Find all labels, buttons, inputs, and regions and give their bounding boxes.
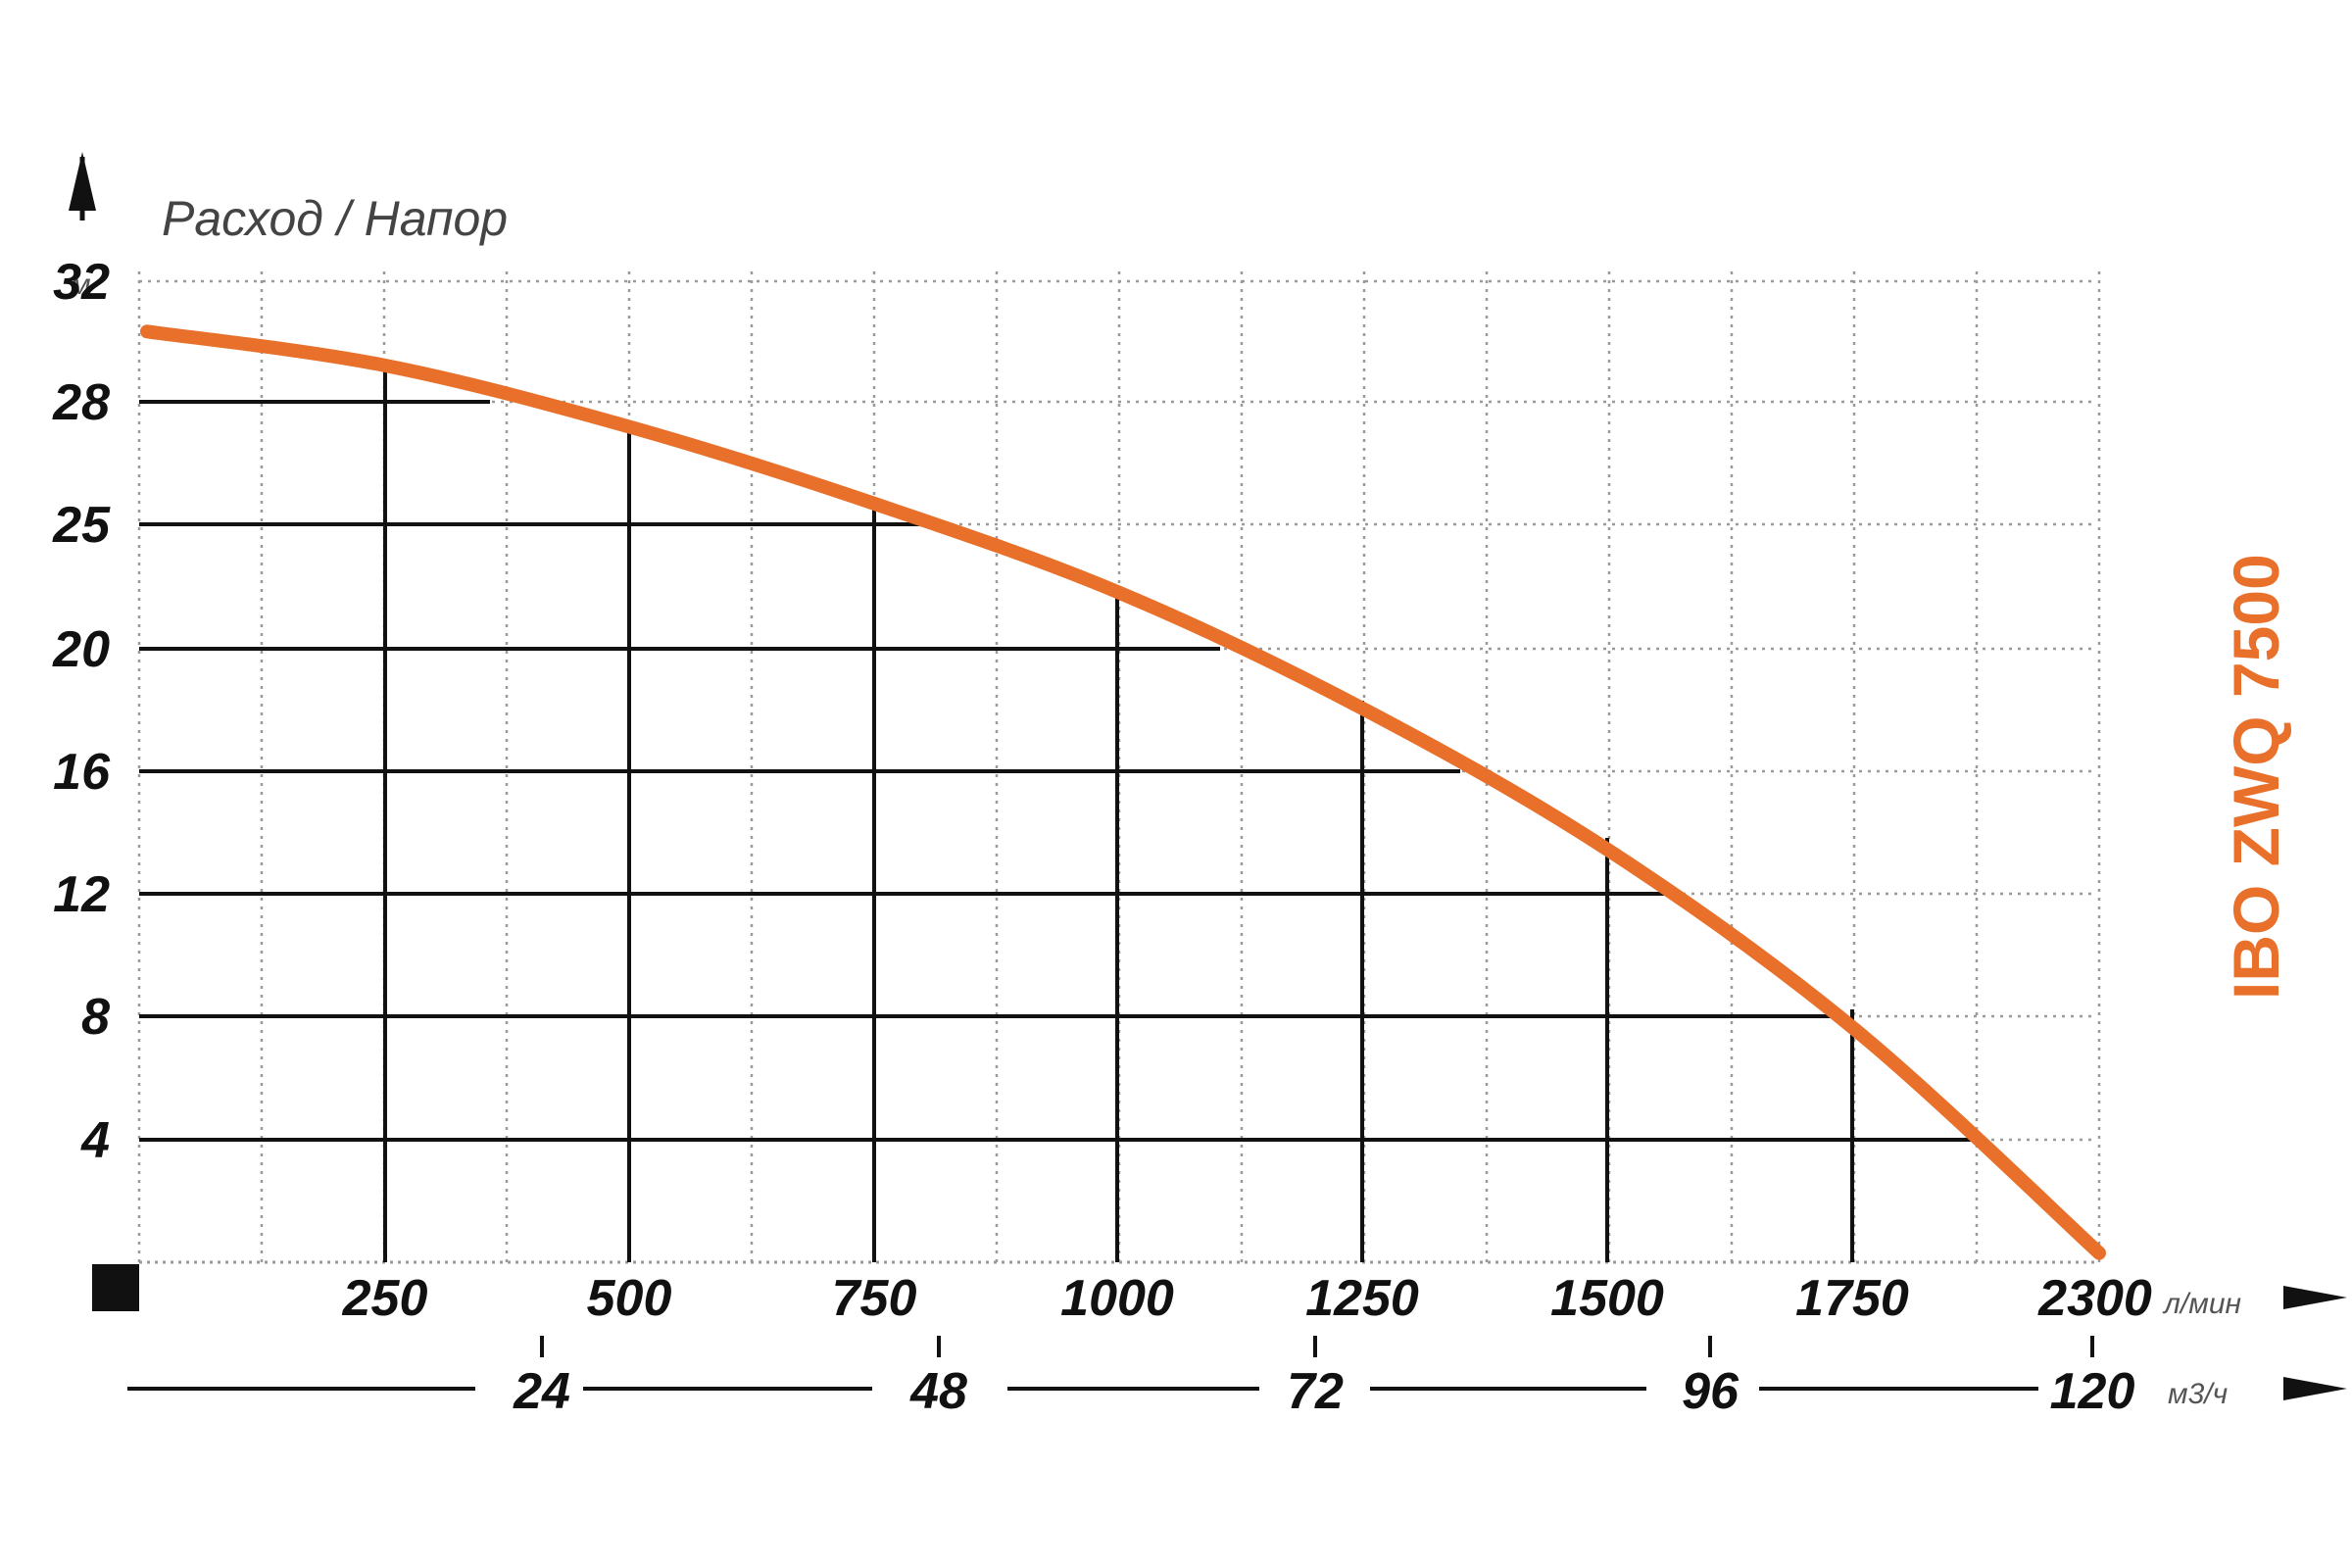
y-tick-label: 25: [52, 497, 111, 554]
major-grid: [139, 370, 1975, 1262]
chart-title: Расход / Напор: [162, 191, 508, 246]
x-tick-label: 500: [587, 1270, 672, 1327]
y-tick-label: 28: [52, 374, 110, 431]
y-tick-label: 4: [80, 1112, 110, 1169]
x-tick-label: 2300: [2037, 1270, 2152, 1327]
x-tick-label: 250: [342, 1270, 428, 1327]
y-tick-label: 12: [53, 866, 110, 923]
y-tick-label: 8: [81, 989, 110, 1046]
y-tick-label: 32: [53, 254, 110, 311]
x2-tick-label: 96: [1682, 1363, 1740, 1420]
x2-axis-arrowhead: [2283, 1377, 2347, 1400]
model-label: IBO ZWQ 7500: [2220, 554, 2292, 1000]
x2-tick-label: 48: [909, 1363, 967, 1420]
y-tick-label: 20: [52, 621, 110, 678]
x-tick-label: 1500: [1550, 1270, 1664, 1327]
x-tick-label: 750: [832, 1270, 917, 1327]
y-tick-label: 16: [53, 744, 111, 801]
labels: Расход / Напор м л/мин м3/ч IBO ZWQ 7500…: [52, 191, 2292, 1420]
x2-axis-unit: м3/ч: [2168, 1378, 2228, 1410]
x-axis-arrowhead: [2283, 1286, 2347, 1309]
axes: [69, 152, 2347, 1400]
y-axis-unit: м: [71, 269, 91, 301]
x-axis-unit: л/мин: [2162, 1288, 2241, 1320]
origin-marker: [92, 1264, 139, 1311]
series-layer: [140, 324, 2106, 1260]
y-axis-arrowhead: [69, 152, 96, 211]
x2-tick-label: 72: [1287, 1363, 1344, 1420]
x2-tick-label: 120: [2050, 1363, 2135, 1420]
x2-tick-label: 24: [513, 1363, 570, 1420]
x-tick-label: 1250: [1305, 1270, 1419, 1327]
performance-curve: [140, 324, 2106, 1260]
x-tick-label: 1750: [1795, 1270, 1909, 1327]
x-tick-label: 1000: [1060, 1270, 1174, 1327]
